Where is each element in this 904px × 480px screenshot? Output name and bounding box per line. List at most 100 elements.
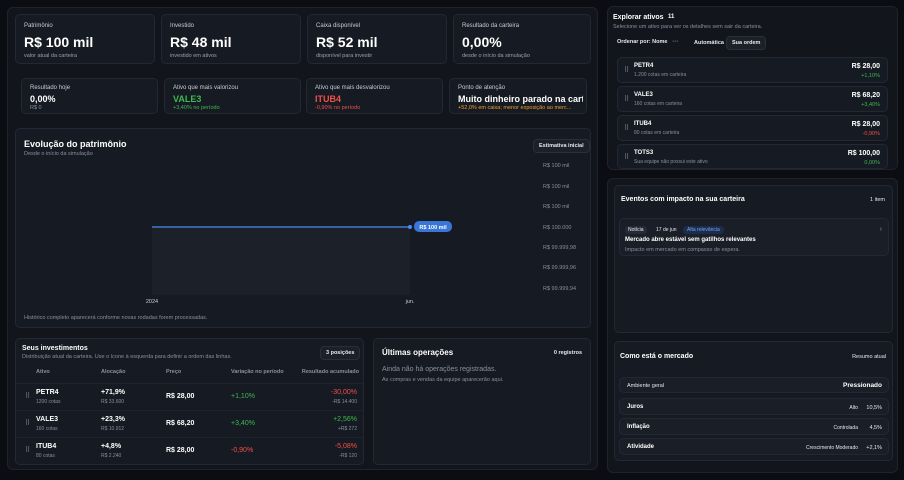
row-qty: 160 cotas bbox=[36, 426, 58, 432]
event-title: Mercado abre estável sem gatilhos releva… bbox=[625, 237, 756, 243]
asset-item-tots3[interactable]: ⠿ TOTS3 Sua equipe não possui este ativo… bbox=[617, 144, 888, 169]
row-qty: 1200 cotas bbox=[36, 399, 61, 405]
positions-badge: 3 posições bbox=[320, 346, 361, 360]
asset-change: +1,10% bbox=[861, 73, 880, 79]
stat-card-patrimonio: Patrimônio R$ 100 mil valor atual da car… bbox=[15, 14, 155, 64]
market-item-label: Atividade bbox=[627, 444, 655, 450]
evolution-card: Evolução do patrimônio Desde o início da… bbox=[15, 128, 591, 328]
custom-order-button[interactable]: Sua ordem bbox=[726, 36, 767, 50]
asset-ticker: ITUB4 bbox=[634, 121, 652, 127]
market-env-label: Ambiente geral bbox=[627, 383, 664, 389]
operations-empty-title: Ainda não há operações registradas. bbox=[382, 366, 497, 373]
row-result: +2,56% bbox=[333, 416, 357, 423]
explore-panel: Explorar ativos 11 Selecione um ativo pa… bbox=[607, 6, 898, 170]
asset-desc: Sua equipe não possui este ativo bbox=[634, 159, 708, 165]
point-label: R$ 100 mil bbox=[419, 225, 447, 231]
asset-desc: 160 cotas em carteira bbox=[634, 101, 683, 107]
chart-area-fill bbox=[152, 228, 410, 295]
stat-label: Resultado da carteira bbox=[462, 23, 520, 29]
market-item-tag: Controlada bbox=[833, 425, 858, 431]
asset-ticker: PETR4 bbox=[634, 63, 654, 69]
operations-badge: 0 registros bbox=[553, 350, 582, 356]
col-variacao: Variação no período bbox=[231, 369, 284, 375]
drag-handle-icon[interactable]: ⠿ bbox=[25, 393, 31, 400]
drag-handle-icon[interactable]: ⠿ bbox=[624, 154, 630, 161]
row-price: R$ 68,20 bbox=[166, 420, 195, 427]
market-item-value: +2,1% bbox=[866, 445, 882, 451]
row-qty: 80 cotas bbox=[36, 453, 55, 459]
row-var: +1,10% bbox=[231, 393, 255, 400]
table-row[interactable]: ⠿ ITUB4 80 cotas +4,8% R$ 2.240 R$ 28,00… bbox=[16, 437, 363, 463]
event-desc: Impacto em mercado em compasso de espera… bbox=[625, 247, 740, 253]
row-result-value: +R$ 272 bbox=[337, 426, 357, 432]
asset-item-petr4[interactable]: ⠿ PETR4 1.200 cotas em carteira R$ 28,00… bbox=[617, 57, 888, 83]
market-item-atividade: Atividade Crescimento Moderado +2,1% bbox=[619, 438, 889, 455]
stat-sub: disponível para investir bbox=[316, 53, 373, 59]
row-var: +3,40% bbox=[231, 420, 255, 427]
y-tick-label: R$ 100.000 bbox=[543, 225, 571, 231]
row-result-value: -R$ 120 bbox=[339, 453, 357, 459]
asset-list: ⠿ PETR4 1.200 cotas em carteira R$ 28,00… bbox=[617, 57, 888, 169]
series-point bbox=[408, 225, 412, 229]
market-env-value: Pressionado bbox=[842, 382, 882, 389]
y-tick-label: R$ 99.999,98 bbox=[543, 245, 576, 251]
asset-price: R$ 68,20 bbox=[851, 92, 880, 99]
y-tick-label: R$ 100 mil bbox=[543, 163, 569, 169]
asset-item-vale3[interactable]: ⠿ VALE3 160 cotas em carteira R$ 68,20 +… bbox=[617, 86, 888, 112]
drag-handle-icon[interactable]: ⠿ bbox=[25, 420, 31, 427]
investments-title: Seus investimentos bbox=[22, 345, 88, 352]
drag-handle-icon[interactable]: ⠿ bbox=[624, 125, 630, 132]
highlight-value: VALE3 bbox=[173, 94, 202, 104]
events-count: 1 item bbox=[870, 197, 885, 203]
table-row[interactable]: ⠿ PETR4 1200 cotas +71,9% R$ 33.600 R$ 2… bbox=[16, 383, 363, 409]
row-ticker: ITUB4 bbox=[36, 443, 57, 450]
sort-select[interactable]: Ordenar por: Nome bbox=[617, 39, 668, 45]
stat-value: R$ 48 mil bbox=[170, 34, 232, 50]
drag-handle-icon[interactable]: ⠿ bbox=[25, 447, 31, 454]
row-alloc: +23,3% bbox=[101, 416, 125, 423]
operations-title: Últimas operações bbox=[382, 348, 454, 357]
estimativa-badge[interactable]: Estimativa inicial bbox=[533, 139, 590, 153]
market-item-label: Inflação bbox=[627, 424, 650, 430]
x-tick-label: 2024 bbox=[146, 299, 158, 305]
highlight-label: Ponto de atenção bbox=[458, 85, 506, 91]
col-alocacao: Alocação bbox=[101, 369, 126, 375]
stat-label: Investido bbox=[170, 23, 195, 29]
market-item-tag: Crescimento Moderado bbox=[806, 445, 858, 451]
y-tick-label: R$ 100 mil bbox=[543, 204, 569, 210]
highlight-resultado-hoje: Resultado hoje 0,00% R$ 0 bbox=[21, 78, 158, 114]
market-item-tag: Alto bbox=[849, 405, 858, 411]
auto-order-button[interactable]: Automática bbox=[694, 40, 724, 46]
highlight-label: Ativo que mais valorizou bbox=[173, 85, 239, 91]
asset-change: 0,00% bbox=[864, 160, 880, 166]
chevron-right-icon[interactable]: › bbox=[879, 226, 882, 233]
row-price: R$ 28,00 bbox=[166, 393, 195, 400]
row-result: -5,08% bbox=[334, 443, 357, 450]
highlight-value: Muito dinheiro parado na cart... bbox=[458, 94, 583, 104]
row-alloc-value: R$ 33.600 bbox=[101, 399, 125, 405]
market-item-value: 10,5% bbox=[866, 405, 882, 411]
row-ticker: PETR4 bbox=[36, 389, 59, 396]
more-icon[interactable]: ⋯ bbox=[672, 39, 678, 45]
explore-title: Explorar ativos bbox=[613, 14, 664, 21]
drag-handle-icon[interactable]: ⠿ bbox=[624, 67, 630, 74]
event-item[interactable]: Notícia 17 de jun Alta relevância Mercad… bbox=[619, 218, 889, 256]
asset-price: R$ 28,00 bbox=[851, 121, 880, 128]
stat-value: R$ 100 mil bbox=[24, 34, 94, 50]
drag-handle-icon[interactable]: ⠿ bbox=[624, 96, 630, 103]
asset-item-itub4[interactable]: ⠿ ITUB4 80 cotas em carteira R$ 28,00 -0… bbox=[617, 115, 888, 141]
col-ativo: Ativo bbox=[36, 369, 50, 375]
evolution-chart: R$ 100 mil R$ 100 mil R$ 100 mil R$ 100 … bbox=[146, 163, 576, 305]
operations-empty-sub: As compras e vendas da equipe aparecerão… bbox=[382, 377, 504, 383]
asset-price: R$ 28,00 bbox=[851, 63, 880, 70]
events-title: Eventos com impacto na sua carteira bbox=[621, 196, 745, 203]
main-panel: Patrimônio R$ 100 mil valor atual da car… bbox=[7, 7, 598, 470]
market-item-label: Juros bbox=[627, 404, 644, 410]
highlight-sub: R$ 0 bbox=[30, 105, 42, 111]
stat-sub: valor atual da carteira bbox=[24, 53, 77, 59]
operations-card: Últimas operações 0 registros Ainda não … bbox=[373, 338, 591, 465]
highlight-value: ITUB4 bbox=[315, 94, 342, 104]
row-alloc: +71,9% bbox=[101, 389, 125, 396]
row-alloc-value: R$ 10.912 bbox=[101, 426, 125, 432]
table-row[interactable]: ⠿ VALE3 160 cotas +23,3% R$ 10.912 R$ 68… bbox=[16, 410, 363, 436]
